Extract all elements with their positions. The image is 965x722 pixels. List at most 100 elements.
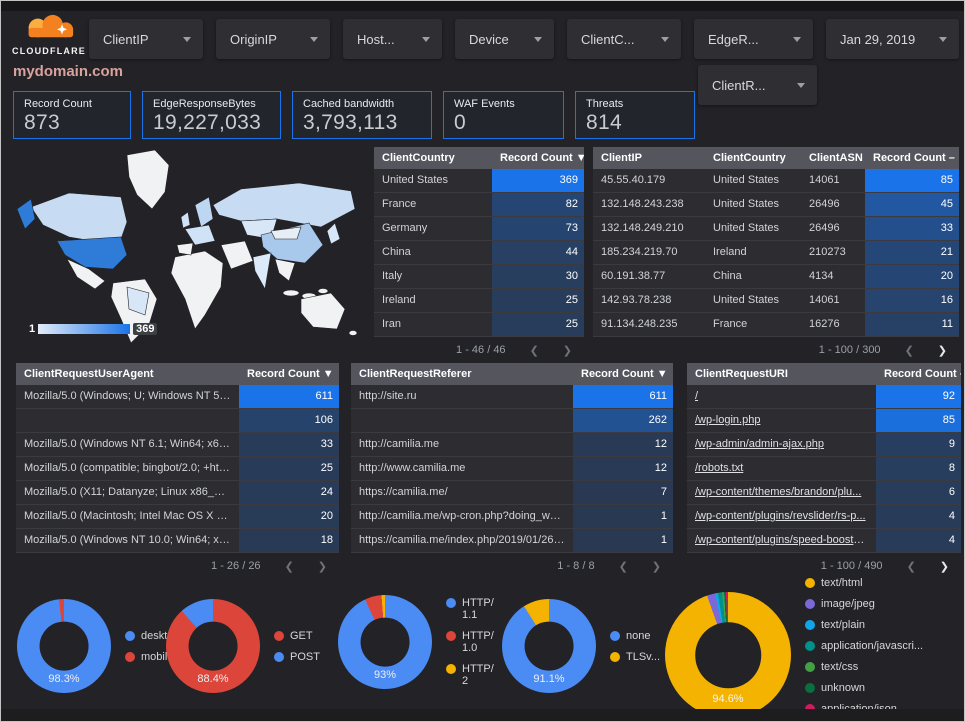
legend-item[interactable]: GET [274,630,320,642]
previous-page-icon[interactable]: ❮ [284,560,294,573]
previous-page-icon[interactable]: ❮ [529,344,539,357]
uri-link[interactable]: /wp-content/themes/brandon/plu... [695,486,862,498]
table-header[interactable]: ClientIP ClientCountry ClientASN Record Cou… [593,147,959,169]
column-header[interactable]: ClientRequestURI [695,368,788,380]
donut-chart-tls-version[interactable]: 91.1% [502,599,596,693]
table-cell: Iran [382,318,401,330]
legend-item[interactable]: POST [274,651,320,663]
filter-client-r[interactable]: ClientR... [698,65,817,105]
table-cell: United States [713,198,780,210]
column-header[interactable]: Record Count ▼ [500,152,584,164]
record-count-cell: 611 [573,385,673,408]
legend-color-dot [446,664,456,674]
table-row: Mozilla/5.0 (compatible; bingbot/2.0; +h… [16,457,339,481]
uri-link[interactable]: /wp-admin/admin-ajax.php [695,438,825,450]
legend-item[interactable]: HTTP/1.1 [446,597,498,621]
table-cell: Mozilla/5.0 (Windows NT 6.1; Win64; x64;… [24,438,239,450]
chevron-down-icon [661,36,669,42]
column-header[interactable]: ClientASN [809,152,863,164]
next-page-icon[interactable]: ❯ [317,560,327,573]
legend-item[interactable]: none [610,630,660,642]
donut-chart-content-type[interactable]: 94.6% [665,592,791,718]
record-count-cell: 73 [492,217,584,240]
donut-chart-http-protocol[interactable]: 93% [338,595,432,689]
table-row: 262 [351,409,673,433]
column-header[interactable]: Record Count – [884,368,961,380]
next-page-icon[interactable]: ❯ [937,344,947,357]
column-header[interactable]: ClientRequestReferer [359,368,472,380]
uri-link[interactable]: /wp-login.php [695,414,761,426]
table-cell: https://camilia.me/ [359,486,448,498]
legend-item[interactable]: text/css [805,661,923,673]
column-header[interactable]: ClientCountry [713,152,786,164]
table-cell: China [382,246,411,258]
world-map[interactable] [9,147,371,347]
legend-item[interactable]: text/html [805,577,923,589]
table-client-request-uri: ClientRequestURI Record Count – / 92/wp-log… [687,363,961,579]
filter-device[interactable]: Device [455,19,554,59]
table-cell: Ireland [382,294,416,306]
filter-date-range[interactable]: Jan 29, 2019 [826,19,959,59]
uri-link[interactable]: /wp-content/plugins/revslider/rs-p... [695,510,866,522]
table-header[interactable]: ClientRequestURI Record Count – [687,363,961,385]
previous-page-icon[interactable]: ❮ [618,560,628,573]
table-row: Mozilla/5.0 (Windows NT 10.0; Win64; x64… [16,529,339,553]
legend-item[interactable]: unknown [805,682,923,694]
legend-color-dot [805,683,815,693]
legend-item[interactable]: application/javascri... [805,640,923,652]
record-count-cell: 33 [239,433,339,456]
column-header[interactable]: Record Count ▼ [581,368,668,380]
table-client-country: ClientCountry Record Count ▼ United States… [374,147,584,363]
brand-text: CLOUDFLARE [12,46,86,56]
record-count-cell: 1 [573,505,673,528]
table-cell: 185.234.219.70 [601,246,678,258]
legend-color-dot [610,651,620,662]
filter-edge-r[interactable]: EdgeR... [694,19,813,59]
donut-chart-request-method[interactable]: 88.4% [166,599,260,693]
legend-item[interactable]: image/jpeg [805,598,923,610]
bottom-strip [1,709,964,721]
column-header[interactable]: Record Count – [873,152,955,164]
table-cell: 132.148.243.238 [601,198,684,210]
table-row: / 92 [687,385,961,409]
donut-hole [188,621,238,671]
record-count-cell: 25 [492,313,584,336]
record-count-cell: 7 [573,481,673,504]
previous-page-icon[interactable]: ❮ [904,344,914,357]
top-strip [1,1,964,11]
donut-chart-device-type[interactable]: 98.3% [17,599,111,693]
table-header[interactable]: ClientCountry Record Count ▼ [374,147,584,169]
record-count-cell: 611 [239,385,339,408]
next-page-icon[interactable]: ❯ [562,344,572,357]
filter-origin-ip[interactable]: OriginIP [216,19,330,59]
table-pagination: 1 - 8 / 8 ❮ ❯ [351,553,673,579]
table-cell: 132.148.249.210 [601,222,684,234]
filter-client-ip[interactable]: ClientIP [89,19,203,59]
filter-host[interactable]: Host... [343,19,442,59]
cloudflare-logo: CLOUDFLARE [11,14,87,56]
column-header[interactable]: ClientCountry [382,152,455,164]
filter-client-c[interactable]: ClientC... [567,19,681,59]
previous-page-icon[interactable]: ❮ [906,560,916,573]
column-header[interactable]: ClientRequestUserAgent [24,368,154,380]
table-header[interactable]: ClientRequestUserAgent Record Count ▼ [16,363,339,385]
next-page-icon[interactable]: ❯ [939,560,949,573]
next-page-icon[interactable]: ❯ [651,560,661,573]
table-header[interactable]: ClientRequestReferer Record Count ▼ [351,363,673,385]
record-count-cell: 44 [492,241,584,264]
legend-item[interactable]: mobile [125,651,176,663]
table-cell: Ireland [713,246,747,258]
column-header[interactable]: Record Count ▼ [247,368,334,380]
table-row: http://site.ru 611 [351,385,673,409]
legend-item[interactable]: HTTP/2 [446,663,498,687]
uri-link[interactable]: /robots.txt [695,462,744,474]
legend-item[interactable]: HTTP/1.0 [446,630,498,654]
uri-link[interactable]: / [695,390,699,402]
legend-item[interactable]: TLSv... [610,651,660,663]
legend-item[interactable]: text/plain [805,619,923,631]
scale-min-label: 1 [29,323,36,335]
column-header[interactable]: ClientIP [601,152,642,164]
scorecard-label: EdgeResponseBytes [153,98,256,110]
uri-link[interactable]: /wp-content/plugins/speed-booste... [695,534,869,546]
donut-hole [524,621,574,671]
